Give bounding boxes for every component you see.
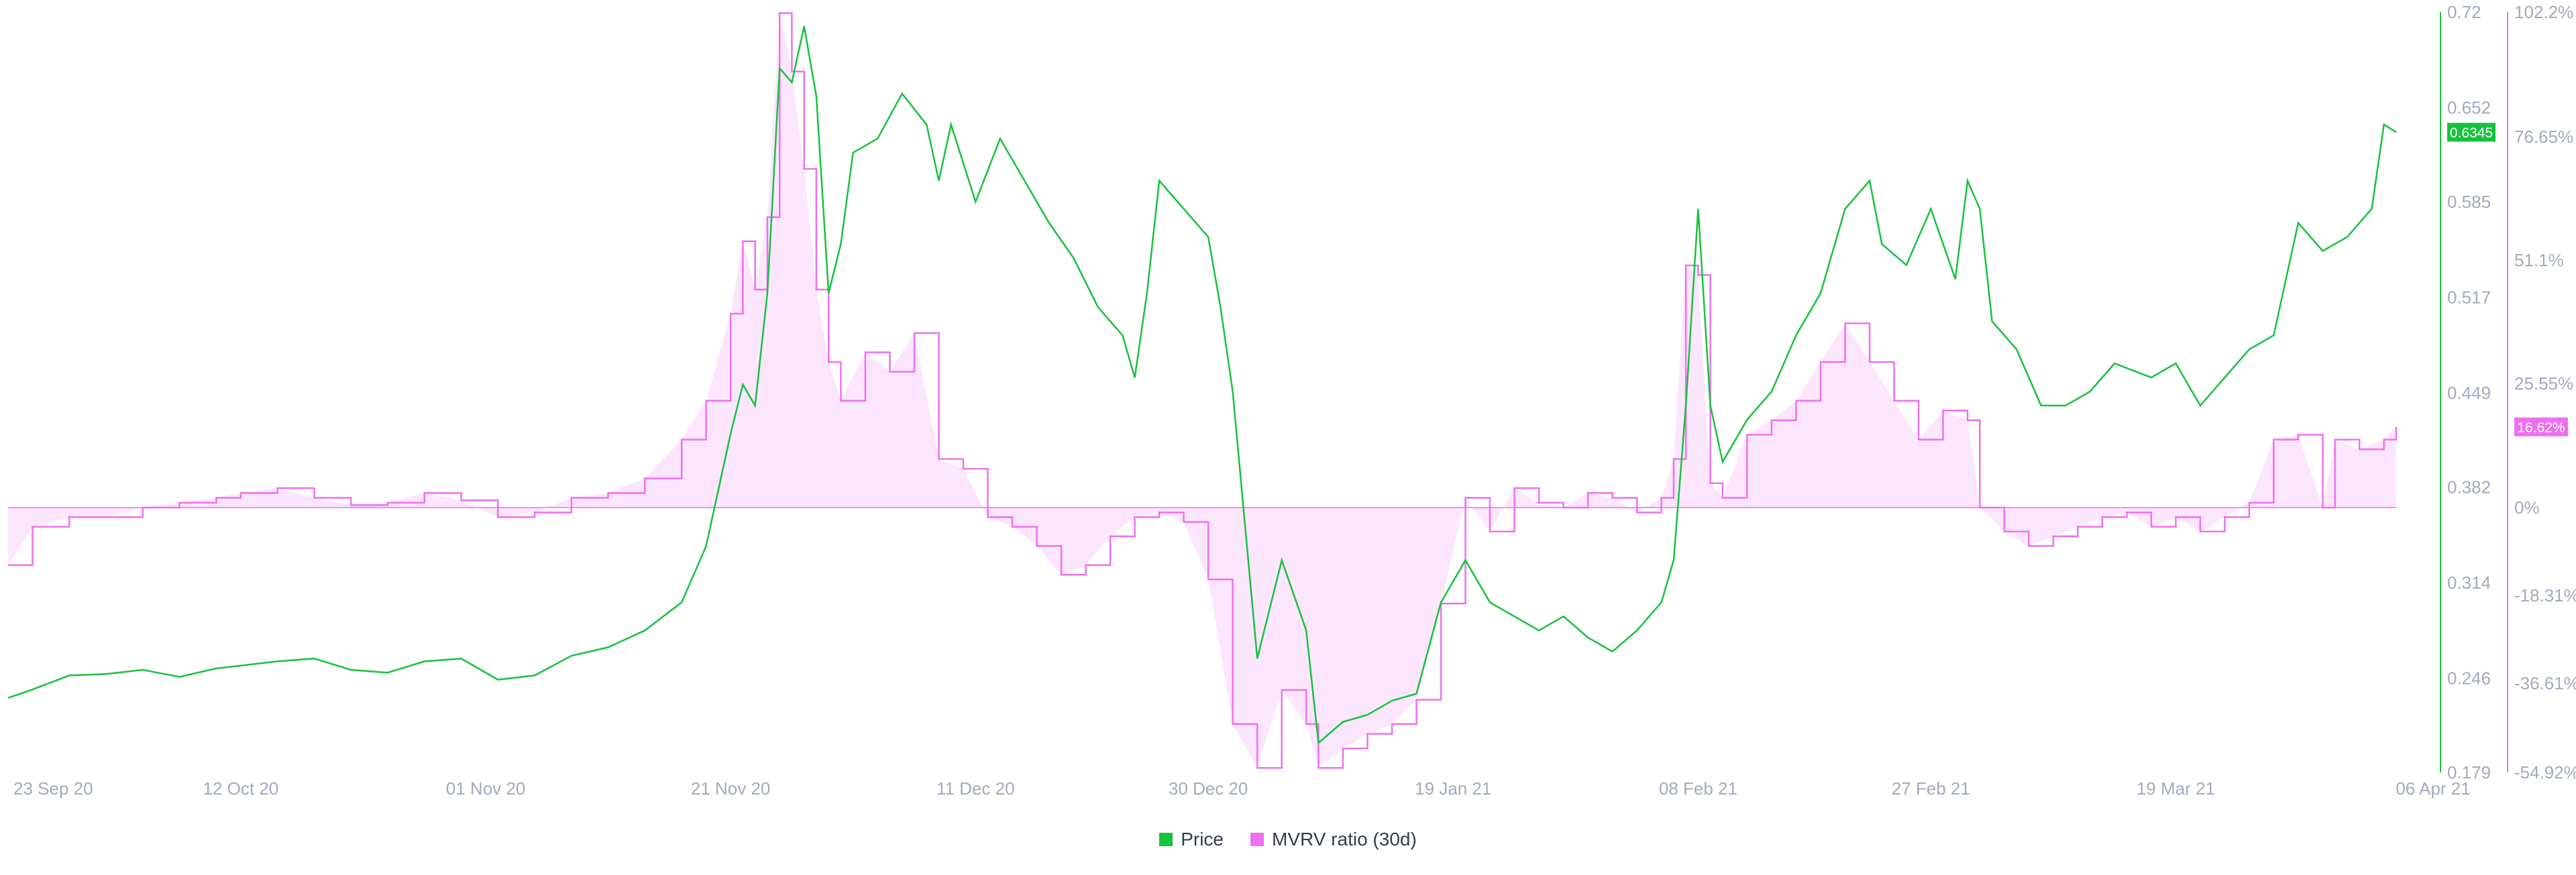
mvrv-area: [8, 13, 2396, 768]
legend-mvrv-label: MVRV ratio (30d): [1272, 829, 1417, 850]
price-tick-label: 0.179: [2447, 762, 2491, 782]
price-tick-label: 0.652: [2447, 98, 2491, 118]
mvrv-tick-label: 102.2%: [2514, 2, 2573, 22]
legend: Price MVRV ratio (30d): [0, 826, 2576, 853]
x-tick-label: 19 Jan 21: [1415, 778, 1491, 799]
price-tick-label: 0.585: [2447, 192, 2491, 212]
x-tick-label: 27 Feb 21: [1892, 778, 1970, 799]
x-tick-label: 01 Nov 20: [446, 778, 526, 799]
mvrv-tick-label: 76.65%: [2514, 127, 2573, 147]
x-tick-label: 30 Dec 20: [1169, 778, 1248, 799]
mvrv-tick-label: -36.61%: [2514, 673, 2576, 693]
x-tick-label: 12 Oct 20: [203, 778, 279, 799]
price-tick-label: 0.314: [2447, 573, 2491, 593]
price-badge-text: 0.6345: [2450, 125, 2493, 141]
x-tick-label: 21 Nov 20: [691, 778, 771, 799]
mvrv-badge: [2514, 417, 2568, 436]
mvrv-tick-label: 51.1%: [2514, 250, 2564, 270]
mvrv-line: [8, 12, 2398, 769]
mvrv-badge-text: 16.62%: [2517, 420, 2565, 436]
mvrv-tick-label: 0%: [2514, 498, 2540, 518]
mvrv-tick-label: -54.92%: [2514, 762, 2576, 782]
x-tick-label: 06 Apr 21: [2396, 778, 2470, 799]
price-tick-label: 0.246: [2447, 668, 2491, 689]
price-tick-label: 0.382: [2447, 477, 2491, 497]
mvrv-tick-label: -18.31%: [2514, 585, 2576, 605]
price-line: [7, 25, 2397, 745]
price-tick-label: 0.517: [2447, 288, 2491, 308]
x-tick-label: 19 Mar 21: [2137, 778, 2215, 799]
mvrv-tick-label: 25.55%: [2514, 373, 2573, 394]
price-tick-label: 0.72: [2447, 2, 2481, 22]
legend-item-mvrv[interactable]: MVRV ratio (30d): [1250, 829, 1417, 850]
price-badge: [2447, 123, 2496, 142]
x-tick-label: 11 Dec 20: [936, 778, 1015, 799]
price-tick-label: 0.449: [2447, 383, 2491, 403]
legend-item-price[interactable]: Price: [1159, 829, 1224, 850]
mvrv-swatch: [1250, 833, 1264, 846]
legend-price-label: Price: [1181, 829, 1224, 850]
price-swatch: [1159, 833, 1173, 846]
x-tick-label: 23 Sep 20: [13, 778, 93, 799]
x-tick-label: 08 Feb 21: [1659, 778, 1737, 799]
